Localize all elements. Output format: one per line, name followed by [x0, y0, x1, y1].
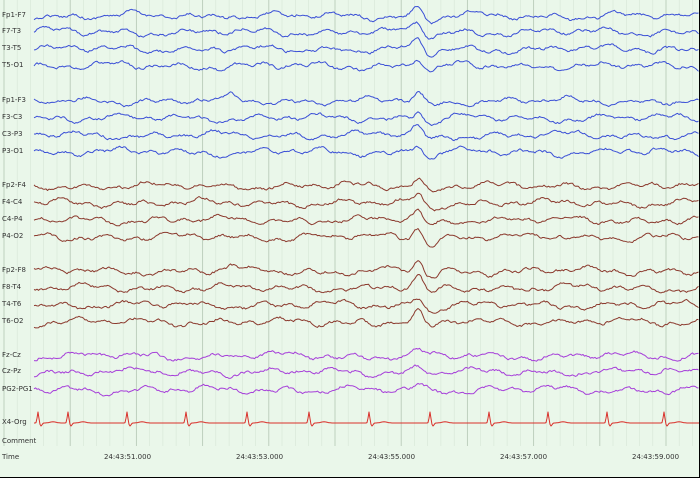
channel-label: T3-T5 — [2, 43, 22, 52]
channel-label: Fp1-F7 — [2, 10, 26, 19]
waveform-trace — [33, 124, 699, 142]
waveform-trace — [34, 364, 699, 379]
waveform-trace — [34, 411, 699, 427]
waveform-trace — [33, 6, 699, 25]
channel-label: F7-T3 — [2, 26, 22, 35]
channel-label: F8-T4 — [2, 282, 22, 291]
channel-label: Cz-Pz — [2, 366, 21, 375]
comment-row-label: Comment — [2, 437, 37, 445]
time-tick-label: 24:43:57.000 — [500, 453, 548, 461]
channel-label: Fp2-F4 — [2, 180, 26, 189]
channel-label: Fp2-F8 — [2, 265, 26, 274]
waveform-trace — [33, 192, 699, 212]
channel-label: X4-Org — [2, 417, 27, 426]
waveform-trace — [33, 260, 699, 279]
waveform-trace — [33, 308, 699, 329]
time-row-label: Time — [2, 453, 20, 461]
waveform-trace — [33, 347, 699, 362]
waveform-trace — [33, 208, 699, 227]
channel-label: F3-C3 — [2, 112, 23, 121]
waveform-trace — [33, 37, 699, 58]
time-tick-label: 24:43:53.000 — [236, 453, 284, 461]
channel-label: T4-T6 — [2, 299, 22, 308]
channel-label: T5-O1 — [2, 60, 24, 69]
waveform-traces — [33, 6, 699, 427]
waveform-trace — [33, 177, 699, 193]
channel-label: F4-C4 — [2, 197, 23, 206]
channel-label: Fz-Cz — [2, 350, 21, 359]
channel-label: C3-P3 — [2, 129, 23, 138]
waveform-trace — [33, 298, 699, 314]
channel-label: C4-P4 — [2, 214, 23, 223]
waveform-trace — [33, 59, 699, 73]
waveform-trace — [33, 111, 699, 126]
time-tick-label: 24:43:55.000 — [368, 453, 416, 461]
waveform-trace — [33, 145, 699, 160]
channel-label: T6-O2 — [2, 316, 24, 325]
time-tick-label: 24:43:51.000 — [104, 453, 152, 461]
channel-label: P3-O1 — [2, 146, 24, 155]
waveform-trace — [33, 274, 699, 294]
waveform-trace — [33, 228, 699, 248]
time-tick-label: 24:43:59.000 — [632, 453, 680, 461]
channel-label: PG2-PG1 — [2, 384, 33, 393]
waveform-trace — [33, 91, 699, 108]
waveform-trace — [33, 21, 699, 40]
channel-label: P4-O2 — [2, 231, 24, 240]
waveform-trace — [33, 382, 699, 397]
channel-label: Fp1-F3 — [2, 95, 26, 104]
